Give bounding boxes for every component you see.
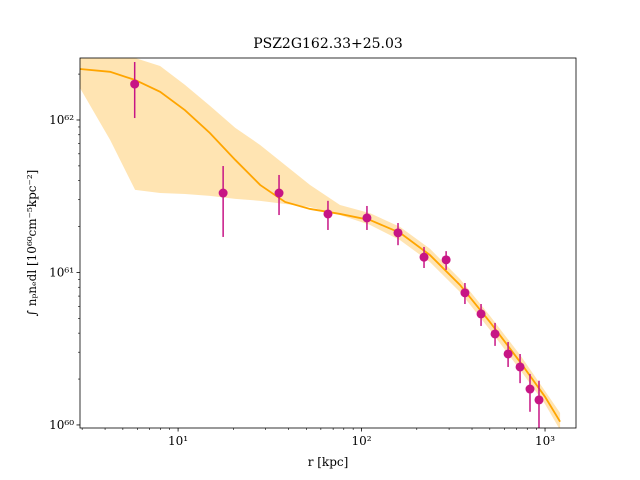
data-point [525,384,535,394]
data-point [419,252,429,262]
x-tick-label: 10² [352,434,372,448]
y-axis-label: ∫ nₚnₑdl [10⁶⁰cm⁻⁵kpc⁻²] [25,170,39,317]
data-point [130,79,140,89]
y-tick-label: 10⁶⁰ [49,418,74,432]
data-point [274,188,284,198]
data-point [534,395,544,405]
plot-area [80,58,561,428]
data-point [460,288,470,298]
x-tick-label: 10³ [535,434,555,448]
data-point [490,329,500,339]
data-point [393,228,403,238]
data-point [515,362,525,372]
y-tick-label: 10⁶² [49,113,74,127]
chart-title: PSZ2G162.33+25.03 [253,36,403,52]
axes: 10¹ 10² 10³ 10⁶⁰ 10⁶¹ 10⁶² [49,57,577,448]
plot-frame [79,57,577,429]
data-point [218,188,228,198]
data-point [476,309,486,319]
data-point [323,209,333,219]
data-point [441,255,451,265]
y-tick-label: 10⁶¹ [49,265,74,279]
x-axis-label: r [kpc] [308,455,349,469]
confidence-band [80,58,561,428]
model-line [80,68,561,423]
data-point [362,213,372,223]
x-tick-label: 10¹ [168,434,188,448]
data-point [503,349,513,359]
